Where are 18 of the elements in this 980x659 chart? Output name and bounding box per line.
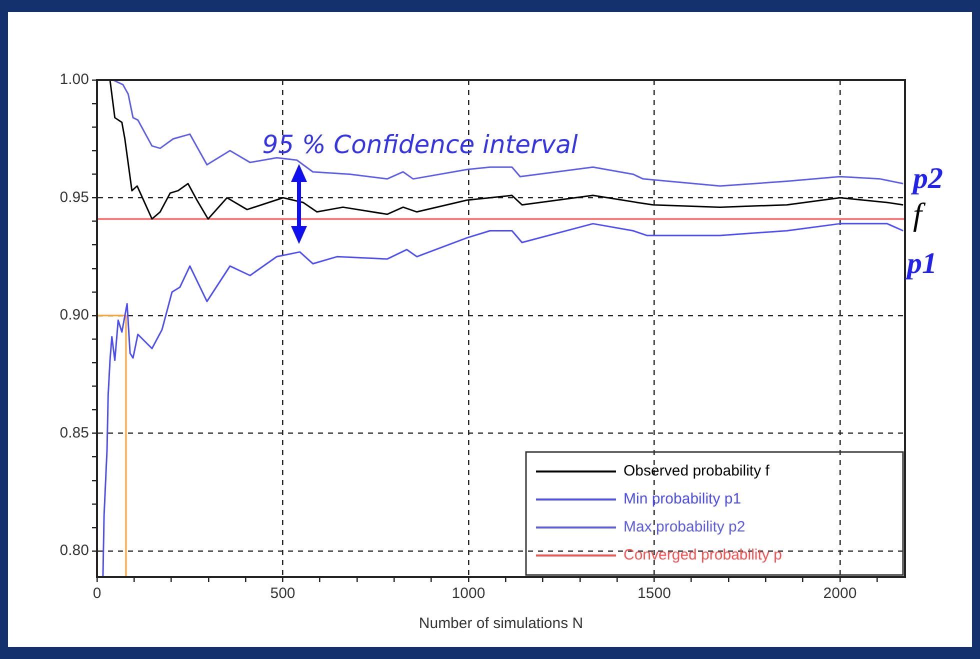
y-tick-label: 0.95 (60, 188, 89, 206)
x-axis-title: Number of simulations N (418, 615, 584, 632)
y-tick-label: 1.00 (60, 71, 89, 88)
text: p2 (913, 162, 943, 196)
x-tick-label: 0 (92, 585, 102, 602)
text: p1 (907, 246, 937, 281)
text: Observed probability f (624, 462, 770, 480)
y-tick-label: 0.90 (60, 306, 89, 324)
text: Converged probability p (624, 546, 782, 564)
y-tick-label: 0.80 (60, 542, 89, 560)
x-tick-label: 2000 (823, 585, 857, 602)
y-tick-label: 0.85 (60, 424, 89, 442)
annotation: 95 % Confidence interval (262, 130, 578, 160)
x-tick-label: 500 (270, 585, 296, 602)
x-tick-label: 1000 (452, 585, 486, 602)
text: Max probability p2 (624, 518, 746, 536)
text: Min probability p1 (624, 490, 742, 508)
x-tick-label: 1500 (638, 585, 671, 602)
